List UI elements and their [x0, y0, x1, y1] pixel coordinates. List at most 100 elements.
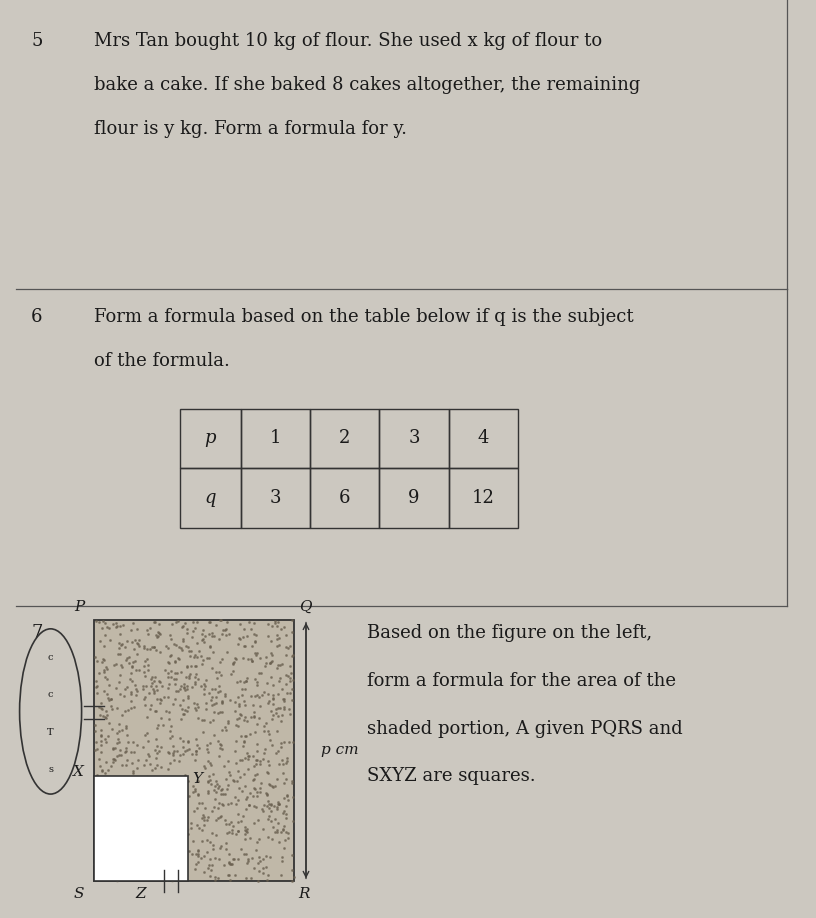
Point: [110, 874, 123, 889]
Point: [267, 688, 280, 702]
Point: [109, 741, 122, 756]
Point: [168, 825, 181, 840]
Point: [146, 849, 159, 864]
Point: [234, 729, 247, 744]
Point: [193, 796, 206, 811]
Point: [220, 835, 233, 850]
Point: [195, 811, 208, 825]
Point: [192, 741, 205, 756]
Point: [145, 799, 158, 813]
Point: [266, 708, 279, 722]
Point: [184, 815, 197, 830]
Point: [120, 741, 133, 756]
Point: [280, 806, 293, 821]
Point: [165, 664, 178, 678]
Point: [207, 783, 220, 798]
Point: [111, 819, 124, 834]
Point: [98, 823, 111, 838]
Point: [210, 774, 223, 789]
Point: [133, 663, 146, 677]
Point: [202, 861, 215, 876]
Text: Y: Y: [193, 772, 203, 786]
Point: [254, 776, 267, 790]
Point: [197, 759, 211, 774]
Point: [239, 823, 252, 837]
Point: [121, 728, 134, 743]
Point: [272, 631, 285, 645]
Point: [144, 840, 157, 855]
Point: [208, 681, 221, 696]
Point: [251, 785, 264, 800]
Point: [129, 789, 142, 803]
Point: [113, 743, 126, 757]
Point: [166, 617, 179, 632]
Point: [204, 777, 217, 791]
Point: [150, 838, 163, 853]
Point: [94, 633, 107, 648]
Point: [106, 789, 119, 803]
Point: [274, 714, 287, 729]
Point: [113, 668, 126, 683]
Point: [228, 789, 242, 804]
Point: [154, 770, 167, 785]
Point: [180, 679, 193, 694]
Point: [192, 788, 205, 802]
Point: [192, 711, 205, 725]
Point: [223, 855, 236, 869]
Point: [153, 625, 166, 640]
Point: [182, 644, 195, 658]
Point: [97, 663, 110, 677]
Point: [199, 678, 212, 693]
Point: [139, 698, 152, 712]
Point: [259, 656, 273, 671]
Point: [251, 688, 264, 702]
Point: [150, 627, 163, 642]
Point: [151, 718, 164, 733]
Point: [99, 732, 112, 746]
Point: [285, 848, 298, 863]
Point: [169, 677, 182, 691]
Point: [149, 788, 162, 802]
Point: [202, 651, 215, 666]
Point: [141, 657, 154, 672]
Point: [180, 743, 193, 757]
Point: [277, 692, 290, 707]
Point: [169, 775, 182, 789]
Point: [277, 822, 290, 836]
Point: [224, 767, 237, 782]
Point: [277, 841, 290, 856]
Point: [174, 812, 187, 827]
Point: [215, 723, 228, 738]
Point: [153, 675, 166, 689]
Point: [274, 736, 287, 751]
Point: [119, 758, 132, 773]
Point: [279, 833, 292, 847]
Point: [177, 739, 190, 754]
Point: [208, 850, 221, 865]
Point: [256, 752, 269, 767]
Point: [259, 860, 273, 875]
Point: [208, 629, 221, 644]
Point: [123, 848, 136, 863]
Point: [244, 870, 257, 885]
Point: [122, 703, 135, 718]
Point: [110, 656, 123, 671]
Point: [191, 847, 204, 862]
Point: [175, 643, 188, 657]
Text: Z: Z: [135, 887, 146, 901]
Point: [162, 669, 175, 684]
Point: [262, 629, 275, 644]
Point: [171, 848, 184, 863]
Point: [286, 648, 299, 663]
Point: [200, 742, 213, 756]
Point: [200, 845, 213, 860]
Point: [131, 808, 144, 823]
Point: [164, 805, 177, 820]
Point: [184, 649, 197, 664]
Point: [96, 827, 109, 842]
Point: [240, 714, 253, 729]
Point: [272, 700, 285, 715]
Point: [190, 817, 203, 832]
Point: [279, 825, 292, 840]
Point: [123, 672, 136, 687]
